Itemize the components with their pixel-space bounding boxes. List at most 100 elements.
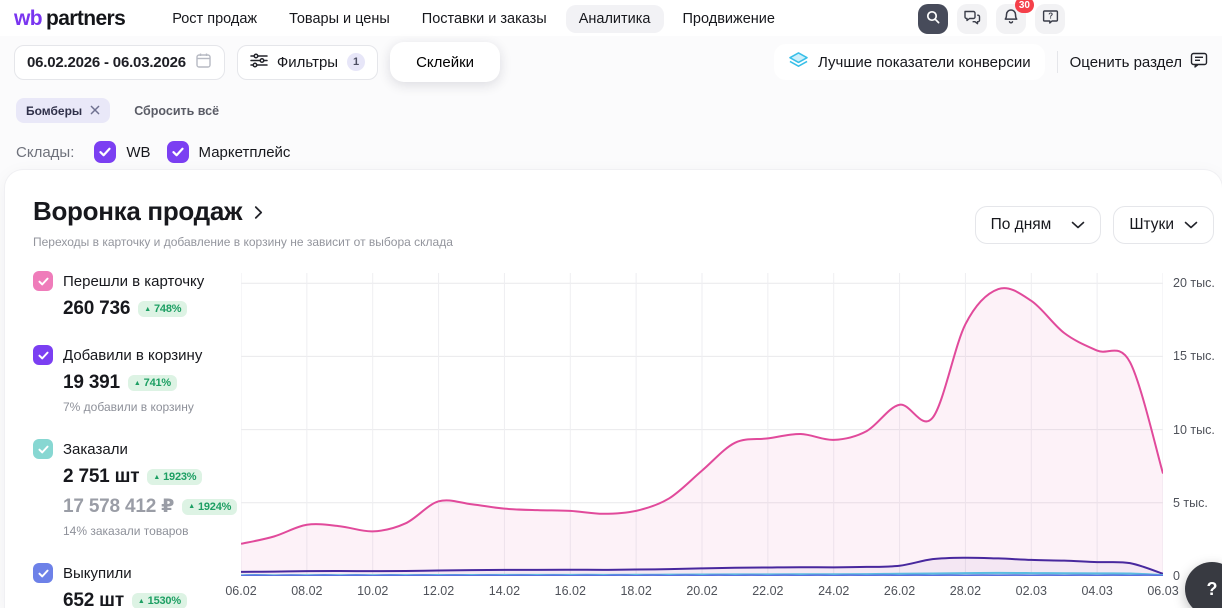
- best-conversion-label: Лучшие показатели конверсии: [818, 53, 1031, 71]
- filter-chip-label: Бомберы: [26, 103, 83, 118]
- header-actions: 30 ?: [918, 0, 1065, 34]
- x-tick-label: 04.03: [1081, 584, 1113, 598]
- page-title: Воронка продаж: [33, 196, 243, 226]
- warehouse-wb-label: WB: [126, 143, 151, 161]
- y-tick-label: 0: [1173, 569, 1180, 583]
- help-button[interactable]: ?: [1035, 4, 1065, 34]
- notifications-button[interactable]: 30: [996, 0, 1034, 34]
- funnel-chart: [241, 273, 1163, 576]
- metric-label: Заказали: [63, 440, 128, 458]
- nav-item-sales-growth[interactable]: Рост продаж: [172, 11, 258, 27]
- metric-checkbox-cart[interactable]: [33, 345, 53, 365]
- y-tick-label: 5 тыс.: [1173, 495, 1208, 510]
- units-select[interactable]: Штуки: [1113, 206, 1214, 244]
- funnel-title-link[interactable]: Воронка продаж: [33, 196, 453, 227]
- y-tick-label: 20 тыс.: [1173, 276, 1215, 291]
- checkbox-wb[interactable]: [94, 141, 117, 163]
- sales-funnel-card: Воронка продаж Переходы в карточку и доб…: [5, 170, 1222, 608]
- funnel-metrics: Перешли в карточку 260 736 ▲ 748% Добавил…: [33, 263, 241, 608]
- svg-text:?: ?: [1048, 11, 1053, 20]
- funnel-chart-area: 06.02 08.02 10.02 12.02 14.02 16.02 18.02 20.02…: [225, 263, 1215, 608]
- x-tick-label: 18.02: [620, 584, 652, 598]
- search-button[interactable]: [918, 4, 948, 34]
- metric-value: 19 391: [63, 372, 120, 393]
- wb-partners-logo[interactable]: wb partners: [14, 7, 126, 31]
- chevron-right-icon: [254, 196, 263, 227]
- best-conversion-link[interactable]: Лучшие показатели конверсии: [774, 44, 1045, 80]
- logo-partners: partners: [45, 7, 126, 30]
- x-tick-label: 14.02: [488, 584, 521, 598]
- metric-value-rub: 17 578 412 ₽: [63, 496, 175, 517]
- date-range-picker[interactable]: 06.02.2026 - 06.03.2026: [14, 44, 225, 80]
- layers-icon: [788, 51, 809, 74]
- up-arrow-icon: ▲: [137, 597, 145, 605]
- metric-card-visits: Перешли в карточку 260 736 ▲ 748%: [33, 271, 241, 320]
- active-filters-row: Бомберы Сбросить всё: [16, 98, 1206, 123]
- rate-section-label: Оценить раздел: [1069, 53, 1182, 71]
- up-arrow-icon: ▲: [144, 305, 152, 313]
- metric-value: 2 751 шт: [63, 466, 140, 487]
- up-arrow-icon: ▲: [153, 473, 161, 481]
- x-tick-label: 06.02: [225, 584, 257, 598]
- y-tick-label: 15 тыс.: [1173, 349, 1215, 364]
- app-header: wb partners Рост продаж Товары и цены Пос…: [0, 0, 1222, 36]
- x-tick-label: 24.02: [818, 584, 850, 598]
- toolbar-right: Лучшие показатели конверсии Оценить разд…: [774, 44, 1208, 80]
- x-tick-label: 28.02: [949, 584, 982, 598]
- nav-item-analytics[interactable]: Аналитика: [565, 5, 664, 33]
- metric-caption: 7% добавили в корзину: [63, 400, 194, 414]
- delta-badge: ▲ 1923%: [147, 469, 203, 485]
- analytics-toolbar: 06.02.2026 - 06.03.2026 Фильтры 1 Склейк…: [14, 42, 1208, 82]
- filters-button[interactable]: Фильтры 1: [236, 44, 379, 80]
- rate-section-link[interactable]: Оценить раздел: [1070, 52, 1208, 72]
- metric-card-ordered: Заказали 2 751 шт ▲ 1923% 17 578 412 ₽ ▲ 1…: [33, 439, 241, 538]
- warehouse-option-marketplace[interactable]: Маркетплейс: [166, 141, 291, 163]
- checkbox-marketplace[interactable]: [166, 141, 189, 163]
- period-select[interactable]: По дням: [974, 206, 1102, 244]
- warehouse-option-wb[interactable]: WB: [94, 141, 151, 163]
- y-axis-labels: 0 5 тыс. 10 тыс. 15 тыс. 20 тыс.: [1173, 273, 1222, 583]
- nav-item-promotion[interactable]: Продвижение: [682, 11, 775, 27]
- chat-icon: [963, 9, 981, 30]
- metric-checkbox-visits[interactable]: [33, 271, 53, 291]
- main-nav: Рост продаж Товары и цены Поставки и зак…: [159, 5, 788, 33]
- x-tick-label: 10.02: [357, 584, 389, 598]
- reset-all-link[interactable]: Сбросить всё: [134, 103, 220, 118]
- delta-badge: ▲ 741%: [127, 375, 177, 391]
- sliders-icon: [250, 52, 268, 72]
- close-icon[interactable]: [90, 104, 100, 118]
- calendar-icon: [195, 52, 212, 73]
- toolbar-divider: [1056, 51, 1058, 73]
- funnel-title-row: Воронка продаж Переходы в карточку и доб…: [33, 196, 1222, 249]
- x-tick-label: 16.02: [554, 584, 586, 598]
- warehouses-label: Склады:: [16, 143, 75, 161]
- metric-caption: 14% заказали товаров: [63, 524, 189, 538]
- filters-count-badge: 1: [347, 53, 366, 71]
- up-arrow-icon: ▲: [133, 379, 141, 387]
- metric-value: 260 736: [63, 298, 131, 319]
- x-tick-label: 02.03: [1015, 584, 1047, 598]
- x-tick-label: 12.02: [422, 584, 455, 598]
- x-tick-label: 26.02: [883, 584, 916, 598]
- y-tick-label: 10 тыс.: [1173, 422, 1215, 437]
- metric-checkbox-ordered[interactable]: [33, 439, 53, 459]
- filters-label: Фильтры: [276, 53, 339, 71]
- logo-wb: wb: [14, 7, 43, 30]
- nav-item-goods-prices[interactable]: Товары и цены: [289, 11, 390, 27]
- chart-controls: По дням Штуки: [974, 206, 1214, 244]
- bell-icon: [1003, 8, 1019, 30]
- metric-card-purchased: Выкупили 652 шт ▲1530% 4 133 253 ₽ ▲1523…: [33, 563, 241, 608]
- filter-chip-bombery[interactable]: Бомберы: [16, 98, 111, 123]
- x-tick-label: 08.02: [291, 584, 323, 598]
- nav-item-supplies-orders[interactable]: Поставки и заказы: [421, 11, 547, 27]
- x-axis-labels: 06.02 08.02 10.02 12.02 14.02 16.02 18.02 20.02…: [225, 584, 1178, 602]
- chevron-down-icon: [1071, 216, 1085, 234]
- metric-card-cart: Добавили в корзину 19 391 ▲ 741% 7% добав…: [33, 345, 241, 414]
- date-range-value: 06.02.2026 - 06.03.2026: [27, 53, 186, 71]
- merges-button[interactable]: Склейки: [390, 42, 501, 82]
- metric-checkbox-purchased[interactable]: [33, 563, 53, 583]
- search-icon: [925, 9, 941, 30]
- warehouse-marketplace-label: Маркетплейс: [198, 143, 291, 161]
- chat-button[interactable]: [957, 4, 987, 34]
- metric-label: Перешли в карточку: [63, 272, 205, 290]
